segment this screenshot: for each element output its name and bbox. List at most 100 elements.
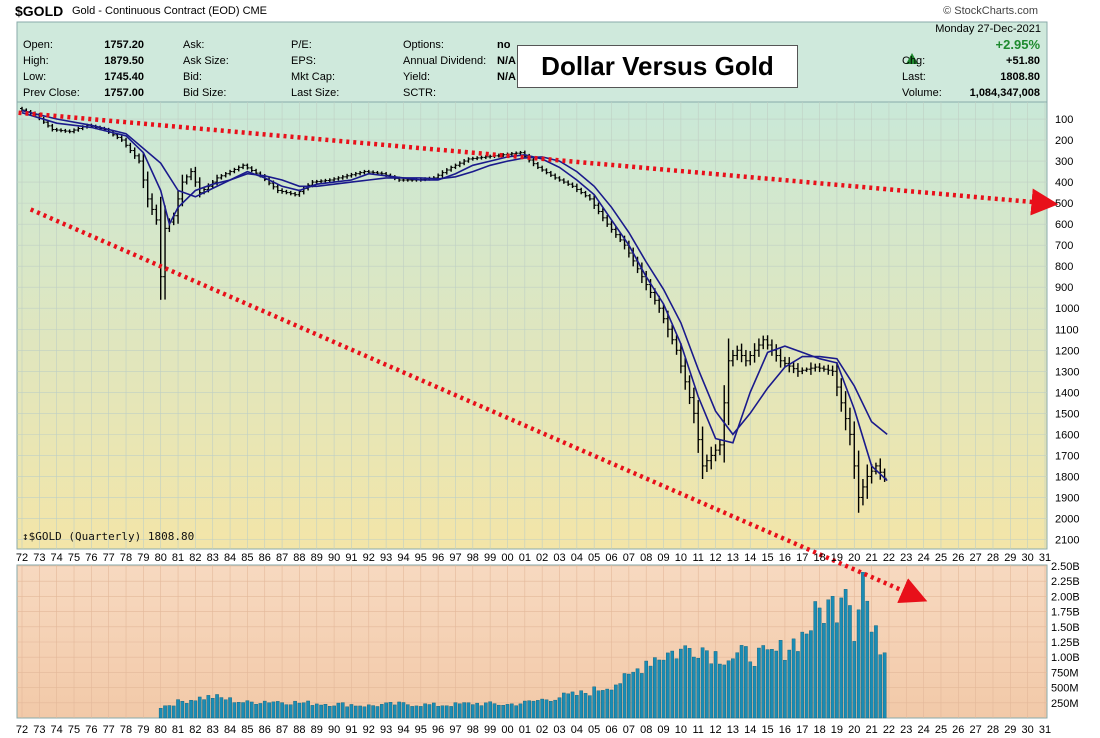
x-tick-label: 90 <box>328 552 340 564</box>
volume-bar <box>323 704 328 719</box>
volume-bar <box>804 633 809 719</box>
volume-bar <box>865 600 870 719</box>
volume-bar <box>301 702 306 719</box>
volume-bar <box>484 702 488 719</box>
x-tick-label: 84 <box>224 552 236 564</box>
x-tick-label: 03 <box>553 552 565 564</box>
y-tick-label: 2000 <box>1055 513 1079 525</box>
instrument-name: Gold - Continuous Contract (EOD) CME <box>72 5 267 17</box>
volume-bar <box>588 695 592 719</box>
volume-panel <box>16 564 1048 719</box>
x-tick-label: 74 <box>51 724 63 736</box>
options-label: Options: <box>403 39 444 51</box>
yield-value: N/A <box>497 71 516 83</box>
x-tick-label: 20 <box>848 552 860 564</box>
x-tick-label: 01 <box>519 724 531 736</box>
exchange-code: CME <box>242 5 268 17</box>
x-tick-label: 30 <box>1022 724 1034 736</box>
price-bars <box>20 106 887 513</box>
volume-bar <box>544 699 549 719</box>
x-tick-label: 76 <box>85 724 97 736</box>
volume-bar <box>366 704 371 719</box>
volume-tick-label: 500M <box>1051 683 1079 695</box>
volume-bar <box>518 703 523 719</box>
x-tick-label: 80 <box>155 724 167 736</box>
volume-bar <box>171 705 176 719</box>
annual-dividend-value: N/A <box>497 55 516 67</box>
volume-tick-label: 2.50B <box>1051 561 1080 573</box>
volume-bar <box>822 623 826 719</box>
volume-bar <box>297 702 302 719</box>
copyright[interactable]: © StockCharts.com <box>943 5 1038 17</box>
x-tick-label: 99 <box>484 724 496 736</box>
volume-bar <box>601 690 605 719</box>
low-label: Low: <box>23 71 47 83</box>
x-tick-label: 21 <box>865 552 877 564</box>
x-tick-label: 85 <box>241 552 253 564</box>
x-tick-label: 94 <box>397 552 409 564</box>
y-tick-label: 1100 <box>1055 324 1079 336</box>
volume-bar <box>163 705 167 719</box>
y-tick-label: 1500 <box>1055 408 1079 420</box>
x-tick-label: 00 <box>501 724 513 736</box>
volume-bar <box>436 706 440 719</box>
y-tick-label: 100 <box>1055 114 1073 126</box>
volume-bar <box>210 698 215 719</box>
change-value: +51.80 <box>1006 55 1040 67</box>
x-tick-label: 87 <box>276 552 288 564</box>
x-tick-label: 98 <box>467 552 479 564</box>
x-tick-label: 75 <box>68 724 80 736</box>
x-tick-label: 09 <box>657 724 669 736</box>
volume-bar <box>648 665 653 719</box>
x-tick-label: 11 <box>693 724 704 736</box>
x-tick-label: 19 <box>831 552 843 564</box>
volume-bar <box>540 698 544 719</box>
volume-bar <box>644 660 649 719</box>
volume-bar <box>605 688 609 719</box>
x-tick-label: 82 <box>189 552 201 564</box>
x-tick-label: 93 <box>380 552 392 564</box>
volume-bar <box>826 599 831 719</box>
moving-average-fast <box>21 111 888 482</box>
volume-bar <box>800 631 805 719</box>
x-tick-label: 81 <box>172 724 184 736</box>
volume-tick-label: 1.75B <box>1051 607 1080 619</box>
x-tick-label: 91 <box>345 724 357 736</box>
volume-bar <box>622 673 627 719</box>
last-size-label: Last Size: <box>291 87 340 99</box>
x-tick-label: 83 <box>207 724 219 736</box>
ask-size-label: Ask Size: <box>183 55 229 67</box>
volume-bar <box>167 705 172 719</box>
volume-bar <box>462 702 466 719</box>
y-tick-label: 900 <box>1055 282 1073 294</box>
volume-bar <box>523 700 527 719</box>
percent-change: +2.95% <box>995 37 1040 52</box>
volume-bar <box>219 697 224 719</box>
volume-bar <box>752 666 757 719</box>
volume-bar <box>705 650 709 719</box>
volume-bar <box>813 601 818 719</box>
volume-bar <box>783 659 787 719</box>
x-tick-label: 23 <box>900 552 912 564</box>
volume-bar <box>362 706 367 719</box>
x-tick-label: 91 <box>345 552 357 564</box>
volume-bar <box>488 701 492 719</box>
x-tick-label: 18 <box>813 552 825 564</box>
volume-bar <box>479 705 484 719</box>
volume-bar <box>579 690 583 719</box>
volume-bar <box>280 702 284 719</box>
x-tick-label: 88 <box>293 552 305 564</box>
x-tick-label: 73 <box>33 724 45 736</box>
volume-tick-label: 2.00B <box>1051 591 1080 603</box>
volume-bar <box>791 638 796 719</box>
x-tick-label: 27 <box>970 552 982 564</box>
volume-bar <box>471 704 475 719</box>
x-tick-label: 78 <box>120 552 132 564</box>
volume-bar <box>340 702 345 719</box>
volume-bar <box>575 695 579 719</box>
volume-bar <box>570 691 575 719</box>
y-tick-label: 600 <box>1055 219 1073 231</box>
x-tick-label: 16 <box>779 724 791 736</box>
x-tick-label: 04 <box>571 552 583 564</box>
